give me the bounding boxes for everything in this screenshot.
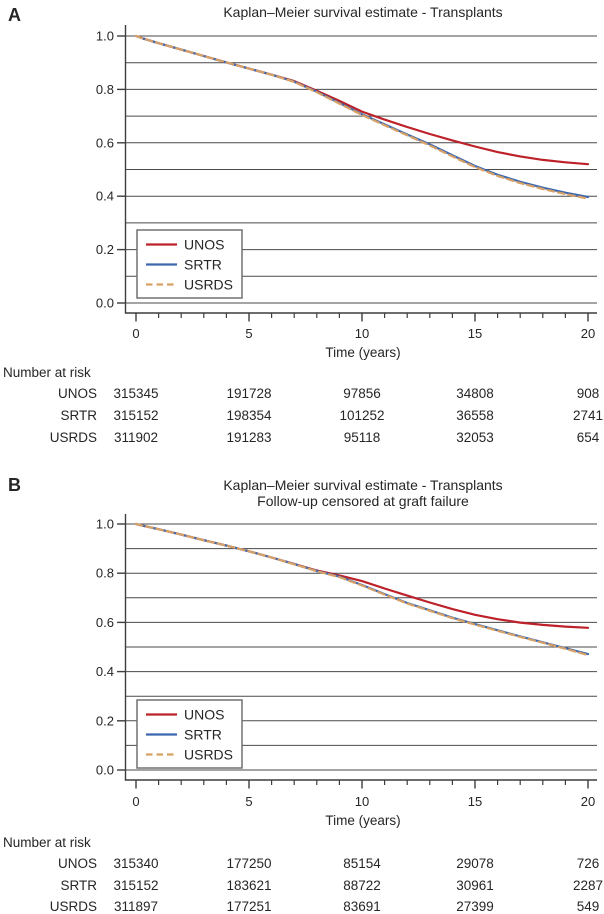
risk-value: 177251 [226, 899, 271, 914]
risk-table: Number at risk UNOS 315340 177250 85154 29078… [3, 835, 603, 914]
panel-label-a: A [8, 5, 21, 25]
legend-label-usrds: USRDS [184, 277, 233, 293]
risk-value: 36558 [456, 408, 494, 423]
risk-table-header: Number at risk [3, 365, 91, 380]
x-axis-title: Time (years) [325, 345, 400, 360]
x-tick-label: 10 [355, 794, 369, 809]
risk-row-name: SRTR [60, 408, 97, 423]
risk-value: 2287 [573, 878, 603, 893]
y-tick-label: 0.6 [96, 615, 114, 630]
risk-value: 83691 [343, 899, 381, 914]
legend: UNOS SRTR USRDS [136, 229, 243, 299]
x-tick-label: 15 [468, 326, 482, 341]
curves [134, 34, 590, 200]
risk-row-unos: UNOS 315340 177250 85154 29078 726 [58, 856, 599, 871]
risk-value: 97856 [343, 386, 381, 401]
y-tick-label: 0.8 [96, 82, 114, 97]
y-tick-label: 0.4 [96, 189, 114, 204]
x-axis: 0 5 10 15 20 [124, 779, 597, 809]
risk-row-name: SRTR [60, 878, 97, 893]
y-axis: 0.0 0.2 0.4 0.6 0.8 1.0 [96, 514, 127, 780]
curve-usrds [134, 522, 590, 657]
risk-table-header: Number at risk [3, 835, 91, 850]
curve-usrds [134, 34, 590, 200]
risk-value: 29078 [456, 856, 494, 871]
y-tick-label: 0.0 [96, 296, 114, 311]
risk-row-name: UNOS [58, 856, 97, 871]
x-axis: 0 5 10 15 20 [124, 312, 597, 341]
risk-value: 30961 [456, 878, 494, 893]
chart-title-line: Kaplan–Meier survival estimate - Transpl… [223, 477, 502, 493]
panel-b: B Kaplan–Meier survival estimate - Transp… [3, 475, 603, 914]
risk-row-usrds: USRDS 311897 177251 83691 27399 549 [50, 899, 600, 914]
risk-table: Number at risk UNOS 315345 191728 97856 34808… [3, 365, 603, 445]
legend-label-srtr: SRTR [184, 727, 222, 743]
risk-value: 88722 [343, 878, 381, 893]
x-tick-label: 10 [355, 326, 369, 341]
y-tick-label: 0.2 [96, 713, 114, 728]
legend-box [136, 229, 243, 299]
x-tick-label: 20 [581, 326, 595, 341]
risk-value: 27399 [456, 899, 494, 914]
risk-value: 315340 [113, 856, 158, 871]
risk-value: 191283 [226, 430, 271, 445]
legend-label-srtr: SRTR [184, 257, 222, 273]
y-tick-label: 0.8 [96, 566, 114, 581]
risk-value: 549 [577, 899, 600, 914]
risk-value: 654 [577, 430, 600, 445]
risk-row-name: USRDS [50, 899, 97, 914]
risk-value: 191728 [226, 386, 271, 401]
legend: UNOS SRTR USRDS [136, 699, 243, 769]
risk-value: 32053 [456, 430, 494, 445]
y-tick-label: 0.6 [96, 135, 114, 150]
risk-value: 2741 [573, 408, 603, 423]
x-tick-label: 0 [132, 326, 139, 341]
legend-label-unos: UNOS [184, 707, 224, 723]
risk-value: 315152 [113, 878, 158, 893]
panel-label-b: B [8, 475, 21, 495]
risk-row-name: USRDS [50, 430, 97, 445]
risk-value: 95118 [344, 430, 381, 445]
risk-value: 198354 [226, 408, 272, 423]
risk-row-usrds: USRDS 311902 191283 95118 32053 654 [50, 430, 600, 445]
risk-value: 101252 [339, 408, 384, 423]
x-tick-label: 0 [132, 794, 139, 809]
y-tick-label: 1.0 [96, 517, 114, 532]
x-axis-title: Time (years) [325, 813, 400, 828]
legend-label-unos: UNOS [184, 237, 224, 253]
risk-value: 183621 [226, 878, 271, 893]
risk-row-name: UNOS [58, 386, 97, 401]
x-tick-label: 5 [245, 326, 252, 341]
y-tick-label: 0.4 [96, 664, 114, 679]
y-tick-label: 1.0 [96, 29, 114, 44]
risk-value: 726 [577, 856, 600, 871]
y-tick-label: 0.0 [96, 763, 114, 778]
risk-row-unos: UNOS 315345 191728 97856 34808 908 [58, 386, 599, 401]
risk-value: 85154 [343, 856, 381, 871]
chart-title-line: Kaplan–Meier survival estimate - Transpl… [223, 4, 502, 20]
risk-value: 908 [577, 386, 600, 401]
curve-srtr [134, 522, 590, 656]
y-tick-label: 0.2 [96, 242, 114, 257]
x-tick-label: 20 [581, 794, 595, 809]
risk-value: 311897 [114, 899, 158, 914]
risk-row-srtr: SRTR 315152 198354 101252 36558 2741 [60, 408, 603, 423]
risk-value: 315345 [113, 386, 158, 401]
chart-title-line: Follow-up censored at graft failure [257, 493, 469, 509]
risk-row-srtr: SRTR 315152 183621 88722 30961 2287 [60, 878, 603, 893]
panel-a: A Kaplan–Meier survival estimate - Transp… [3, 4, 603, 445]
risk-value: 315152 [113, 408, 158, 423]
risk-value: 34808 [456, 386, 494, 401]
y-axis: 0.0 0.2 0.4 0.6 0.8 1.0 [96, 25, 127, 313]
risk-value: 311902 [114, 430, 158, 445]
risk-value: 177250 [226, 856, 271, 871]
legend-label-usrds: USRDS [184, 747, 233, 763]
x-tick-label: 5 [245, 794, 252, 809]
x-tick-label: 15 [468, 794, 482, 809]
curves [134, 522, 590, 657]
